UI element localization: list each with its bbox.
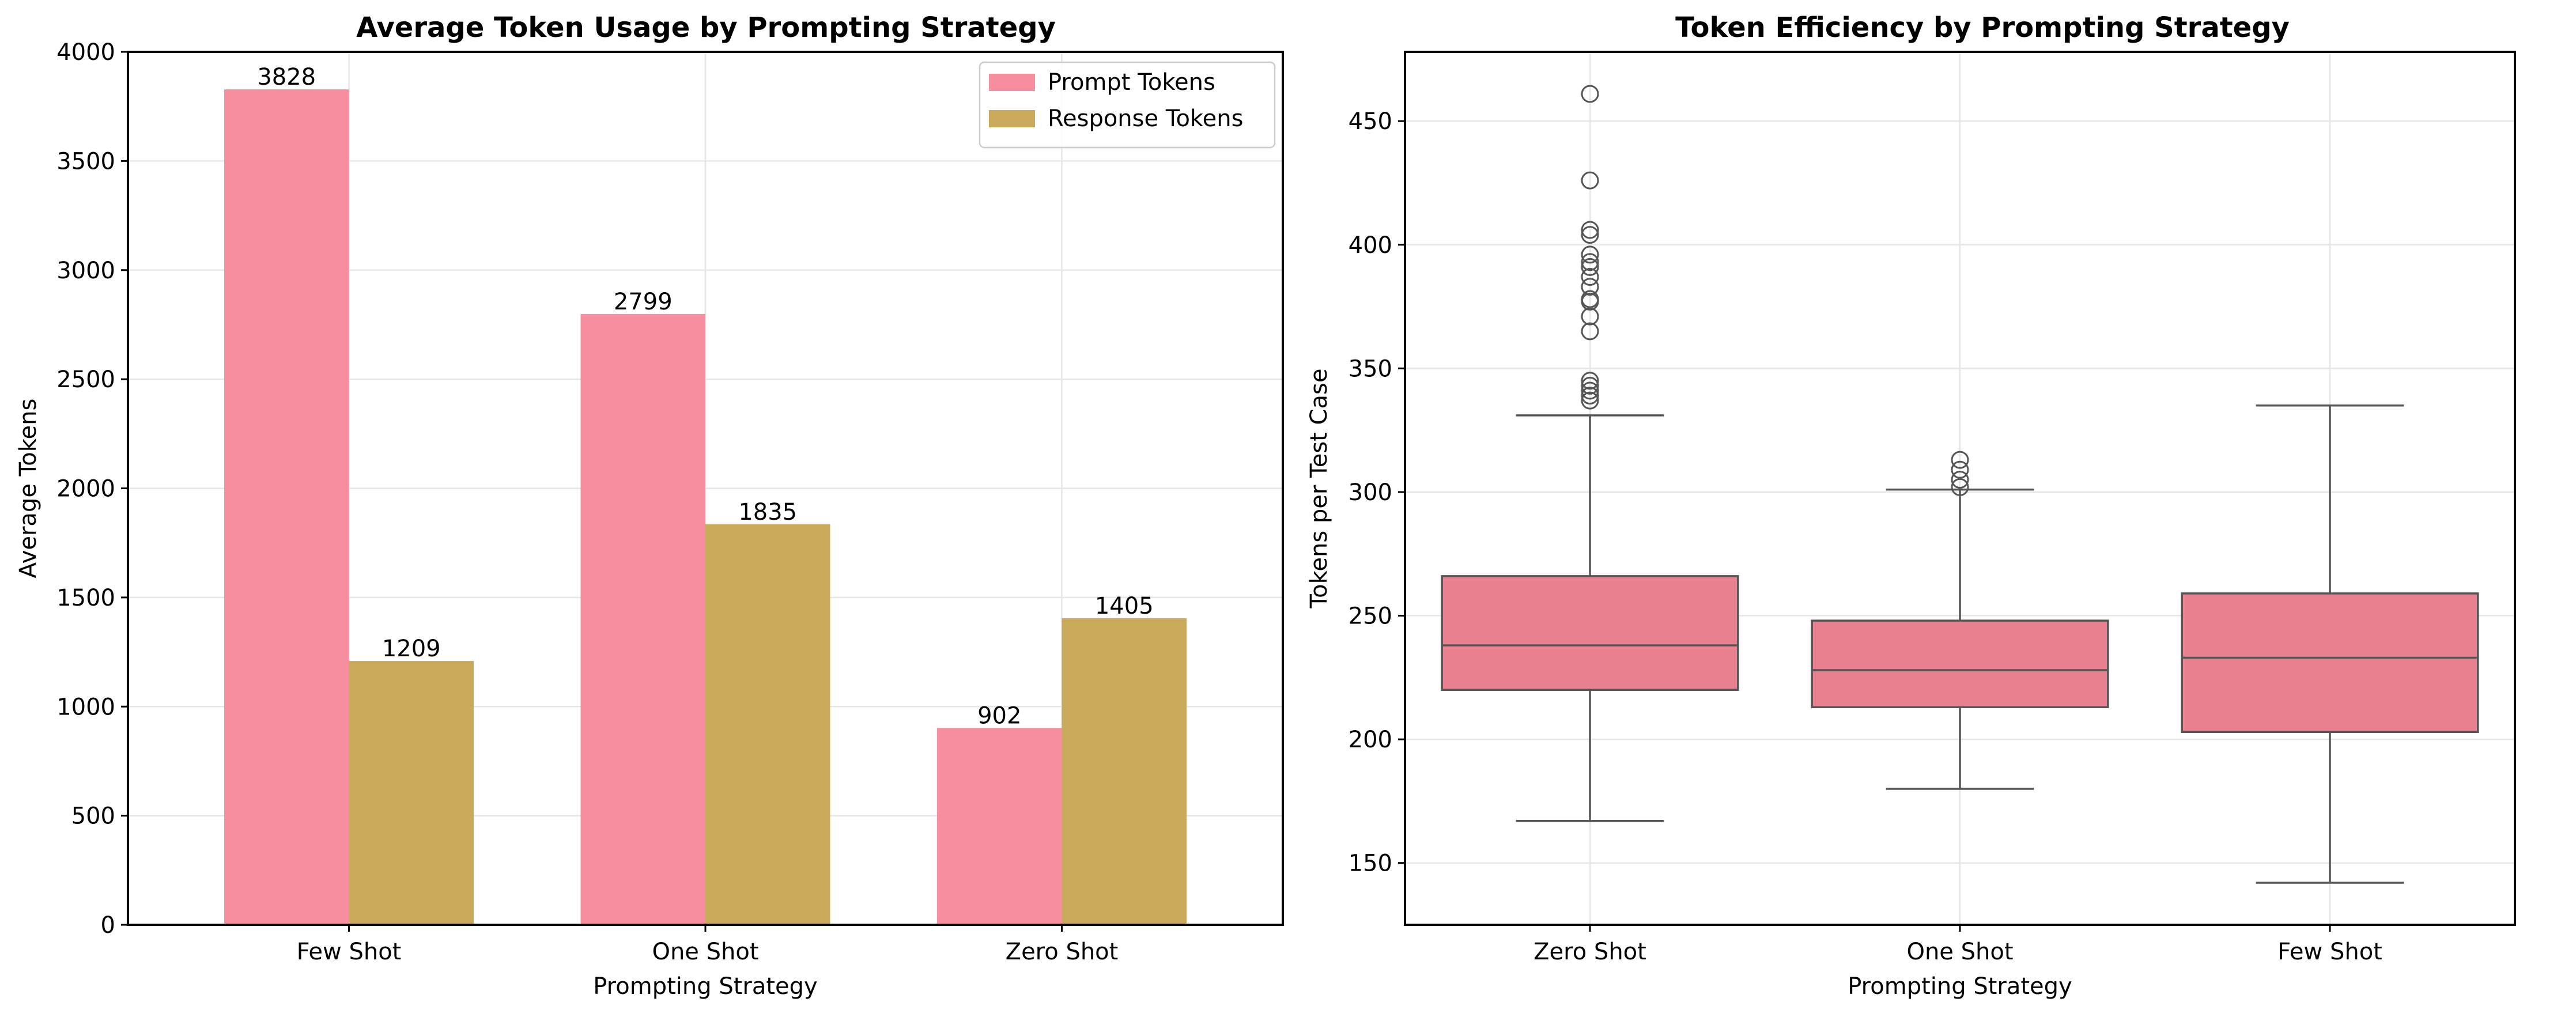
plot-frame [127,51,1284,926]
chart-title: Token Efficiency by Prompting Strategy [1675,12,2290,44]
outlier-point [1581,381,1599,400]
bar [705,524,830,925]
iqr-box [1441,575,1739,691]
outlier-point [1581,290,1599,308]
chart-title: Average Token Usage by Prompting Strateg… [356,12,1056,44]
outlier-point [1581,372,1599,390]
y-axis-ticks: 150 200 250 300 350 400 450 [1349,108,1405,877]
legend: Prompt Tokens Response Tokens [979,61,1276,149]
plot-frame [1404,51,2516,926]
y-tick-label: 3500 [56,148,115,175]
y-tick-label: 500 [71,803,115,830]
boxes [1441,85,2479,884]
outlier-point [1581,268,1599,286]
bar-value-label: 1835 [738,499,797,525]
iqr-box [2181,592,2479,733]
y-tick-label: 150 [1349,850,1392,877]
x-axis-label: Prompting Strategy [593,973,817,1000]
y-axis-ticks: 0 500 1000 1500 2000 2500 3000 3500 4000 [56,39,128,939]
bar [580,313,705,925]
x-axis-label: Prompting Strategy [1848,973,2072,1000]
x-axis-ticks: Few Shot One Shot Zero Shot [297,925,1119,965]
bars: 3828 1209 2799 1835 902 1405 [224,64,1187,925]
legend-label: Prompt Tokens [1048,69,1215,96]
y-tick-label: 450 [1349,108,1392,135]
bar-chart-token-usage: Average Token Usage by Prompting Strateg… [15,12,1284,1000]
x-tick-label: Zero Shot [1006,939,1119,965]
bar-value-label: 3828 [257,64,316,90]
bar-value-label: 902 [977,702,1021,729]
x-tick-label: Few Shot [2277,939,2382,965]
x-tick-label: One Shot [652,939,758,965]
outlier-point [1581,245,1599,264]
bar-value-label: 1209 [382,636,441,662]
y-tick-label: 200 [1349,727,1392,753]
iqr-box [1811,619,2109,709]
outlier-point [1951,451,1969,469]
x-tick-label: Zero Shot [1533,939,1646,965]
outlier-point [1581,307,1599,326]
outlier-point [1951,460,1969,479]
box-3 [2181,404,2479,884]
x-tick-label: One Shot [1906,939,2013,965]
outlier-point [1581,85,1599,103]
bar [1062,618,1187,925]
outlier-point [1581,221,1599,239]
outlier-point [1581,376,1599,395]
bar [224,89,349,925]
y-tick-label: 300 [1349,479,1392,506]
y-tick-label: 400 [1349,232,1392,259]
box-plot-token-efficiency: Token Efficiency by Prompting Strategy 1… [1306,12,2516,1000]
y-axis-label: Average Tokens [15,399,41,579]
bar-value-label: 1405 [1095,593,1154,619]
y-axis-label: Tokens per Test Case [1306,369,1332,609]
bar [349,661,474,925]
y-tick-label: 350 [1349,356,1392,382]
outlier-point [1951,478,1969,496]
legend-label: Response Tokens [1048,105,1243,132]
outlier-point [1951,470,1969,489]
outlier-point [1581,387,1599,405]
outlier-point [1581,171,1599,190]
y-tick-label: 1500 [56,585,115,611]
bar-value-label: 2799 [614,289,673,315]
y-tick-label: 1000 [56,694,115,720]
x-axis-ticks: Zero Shot One Shot Few Shot [1533,925,2382,965]
y-tick-label: 250 [1349,603,1392,630]
outlier-point [1581,258,1599,276]
x-tick-label: Few Shot [297,939,402,965]
y-tick-label: 2500 [56,366,115,393]
y-tick-label: 4000 [56,39,115,66]
y-tick-label: 0 [101,912,115,939]
legend-swatch [989,110,1035,127]
legend-box [979,61,1276,149]
outlier-point [1581,278,1599,296]
outlier-point [1581,391,1599,410]
y-tick-label: 3000 [56,258,115,284]
outlier-point [1581,253,1599,271]
box-1 [1441,85,1739,822]
outlier-point [1581,226,1599,244]
y-tick-label: 2000 [56,476,115,502]
legend-swatch [989,74,1035,91]
bar [937,728,1062,925]
outlier-point [1581,322,1599,341]
box-2 [1811,451,2109,790]
